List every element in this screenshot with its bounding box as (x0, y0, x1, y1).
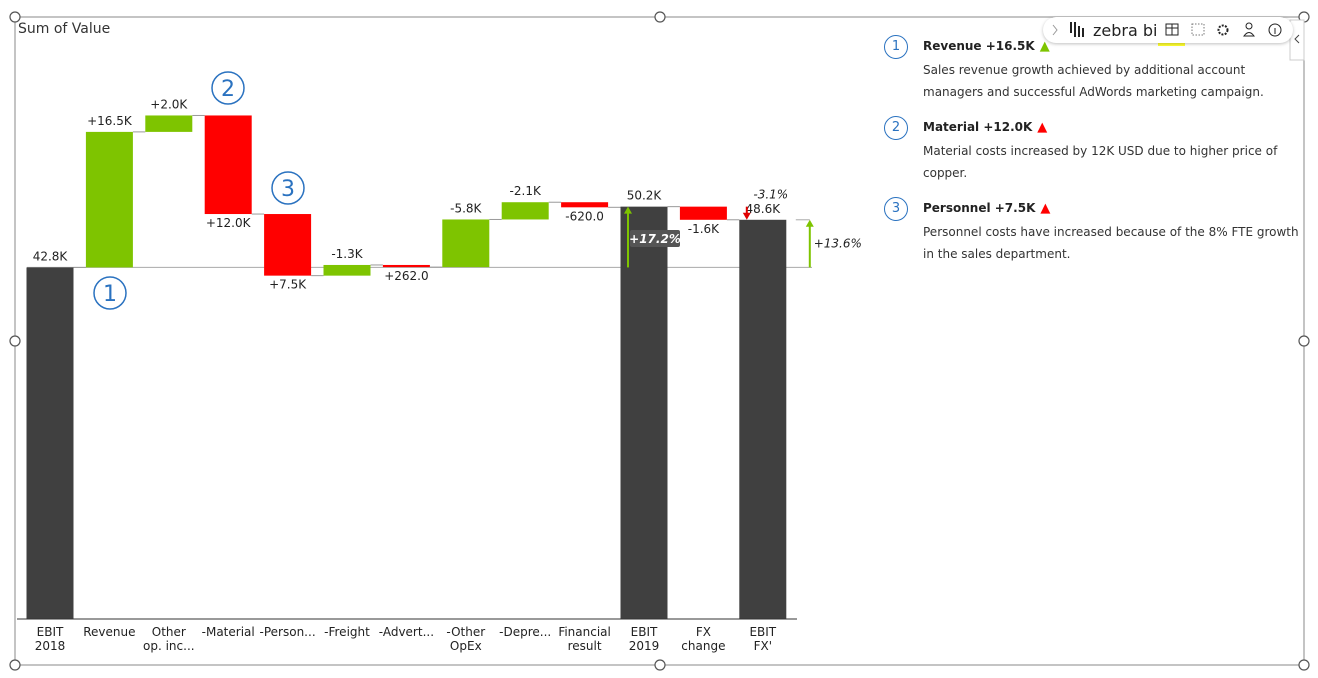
x-tick-label: EBIT FX' (749, 625, 777, 653)
comment-text: Personnel costs have increased because o… (923, 225, 1299, 261)
bar (561, 202, 609, 208)
x-tick-label: -Material (201, 625, 255, 639)
value-label: -2.1K (510, 184, 542, 198)
comment-number: 1 (884, 35, 908, 59)
trend-icon: ▲ (1039, 39, 1050, 54)
bar (501, 202, 549, 220)
arrow-head (742, 212, 751, 220)
x-tick-label: Financial result (558, 625, 611, 653)
variance-label: -3.1% (753, 188, 788, 202)
comment: 3 Personnel +7.5K ▲ Personnel costs have in… (880, 196, 1300, 265)
x-tick-label: -Depre... (499, 625, 552, 639)
comment: 1 Revenue +16.5K ▲ Sales revenue growth ach… (880, 34, 1300, 103)
marker-circle (93, 276, 127, 310)
toolbar-icons (1052, 22, 1282, 37)
x-tick-label: Other op. inc... (143, 625, 195, 653)
value-label: 48.6K (746, 202, 782, 216)
logo: zebra bi (1093, 21, 1158, 40)
variance-box (630, 230, 680, 248)
comments-panel: 1 Revenue +16.5K ▲ Sales revenue growth ach… (880, 34, 1300, 277)
comment-number: 3 (884, 197, 908, 221)
value-label: 50.2K (627, 189, 663, 203)
value-label: -5.8K (450, 201, 482, 215)
bar (739, 219, 787, 620)
value-label: +12.0K (206, 216, 252, 230)
collapse-icon (1294, 34, 1300, 44)
marker-label: 1 (103, 282, 117, 307)
marker-circle (271, 171, 305, 205)
variance-label: +13.6% (814, 237, 862, 251)
resize-handles (9, 11, 1310, 671)
comment-title: Personnel +7.5K (923, 201, 1036, 215)
variance-label: +17.2% (629, 232, 681, 246)
bar (442, 219, 490, 268)
arrow-head (624, 206, 632, 214)
side-tab (1289, 19, 1305, 61)
x-tick-label: EBIT 2019 (628, 625, 660, 653)
bar (145, 115, 193, 132)
x-tick-label: EBIT 2018 (34, 625, 66, 653)
x-tick-label: FX change (681, 625, 726, 653)
comment-text: Sales revenue growth achieved by additio… (923, 63, 1264, 99)
x-tick-label: -Freight (324, 625, 370, 639)
comment-title: Revenue +16.5K (923, 39, 1035, 53)
value-label: -1.6K (688, 222, 720, 236)
arrow-head (805, 219, 814, 227)
comment-title-row: Personnel +7.5K ▲ (923, 196, 1300, 221)
value-label: +16.5K (87, 114, 133, 128)
marker-circle (211, 71, 245, 105)
value-label: -1.3K (331, 247, 363, 261)
trend-icon: ▲ (1040, 201, 1051, 216)
comment-title-row: Material +12.0K ▲ (923, 115, 1300, 140)
bar (323, 264, 371, 276)
bar (264, 214, 312, 276)
value-label: +262.0 (384, 269, 428, 283)
x-tick-label: Revenue (83, 625, 136, 639)
comment-title-row: Revenue +16.5K ▲ (923, 34, 1300, 59)
comment-title: Material +12.0K (923, 120, 1033, 134)
value-label: -620.0 (565, 209, 604, 223)
marker-label: 3 (281, 177, 295, 202)
value-label: +7.5K (269, 278, 307, 292)
bar (26, 267, 74, 619)
bar (620, 206, 668, 619)
x-tick-label: -Other OpEx (446, 625, 486, 653)
toolbar: zebra bi (1043, 17, 1293, 43)
comment-text: Material costs increased by 12K USD due … (923, 144, 1278, 180)
value-label: +2.0K (150, 97, 188, 111)
bar (382, 264, 430, 268)
x-tick-label: -Person... (259, 625, 316, 639)
value-label: 42.8K (33, 249, 69, 263)
trend-icon: ▲ (1037, 120, 1048, 135)
x-tick-label: -Advert... (378, 625, 435, 639)
marker-label: 2 (221, 77, 235, 102)
comment-number: 2 (884, 116, 908, 140)
bar (679, 206, 727, 220)
bar (85, 131, 133, 268)
comment: 2 Material +12.0K ▲ Material costs increase… (880, 115, 1300, 184)
bar (204, 115, 252, 215)
chart-title: Sum of Value (18, 21, 111, 37)
